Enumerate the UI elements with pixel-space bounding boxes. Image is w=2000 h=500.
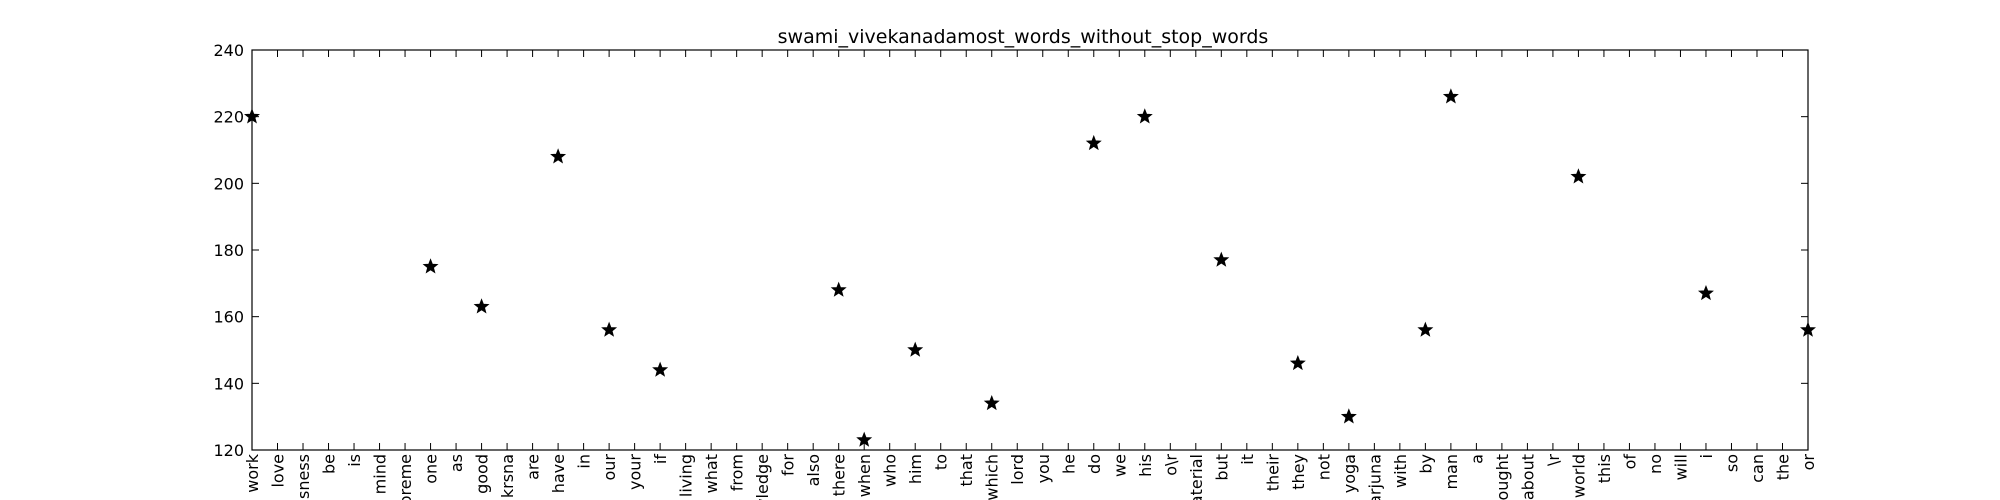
x-tick-label: living — [677, 454, 696, 497]
data-point-star — [1697, 284, 1714, 301]
x-tick-label: love — [269, 454, 288, 488]
data-point-star — [1289, 354, 1306, 371]
x-tick-label: the — [1773, 454, 1792, 480]
y-tick-label: 200 — [213, 174, 244, 193]
x-tick-label: to — [932, 454, 951, 470]
x-tick-label: man — [1442, 454, 1461, 490]
x-tick-label: lord — [1008, 454, 1027, 485]
x-tick-label: what — [702, 454, 721, 493]
x-axis: work love sness be is mind preme one as good krsna… — [243, 50, 1818, 500]
x-tick-label: world — [1569, 454, 1588, 498]
x-tick-label: yoga — [1340, 454, 1359, 493]
y-tick-label: 160 — [213, 308, 244, 327]
x-tick-label: he — [1059, 454, 1078, 474]
x-tick-label: him — [906, 454, 925, 484]
y-axis: 120 140 160 180 200 220 240 — [213, 41, 1808, 460]
x-tick-label: so — [1722, 454, 1741, 472]
x-tick-label: sness — [294, 454, 313, 499]
data-point-star — [473, 298, 490, 314]
data-point-star — [1417, 321, 1434, 337]
x-tick-label: not — [1314, 454, 1333, 480]
x-tick-label: are — [524, 454, 543, 480]
x-tick-label: of — [1620, 454, 1639, 470]
x-tick-label: but — [1212, 454, 1231, 481]
x-tick-label: you — [1034, 454, 1053, 483]
x-tick-label: your — [626, 454, 645, 490]
data-markers — [244, 88, 1816, 447]
x-tick-label: who — [881, 454, 900, 487]
x-tick-label: work — [243, 453, 262, 492]
y-tick-label: 220 — [213, 108, 244, 127]
x-tick-label: i — [1697, 454, 1716, 458]
x-tick-label: from — [728, 454, 747, 491]
data-point-star — [244, 108, 260, 124]
data-point-star — [856, 431, 873, 447]
data-point-star — [550, 148, 567, 164]
data-point-star — [907, 341, 924, 357]
x-tick-label: we — [1110, 454, 1129, 477]
x-tick-label: is — [345, 454, 364, 467]
x-tick-label: in — [575, 454, 594, 469]
x-tick-label: if — [651, 454, 670, 464]
x-tick-label: be — [320, 454, 339, 474]
x-tick-label: \r — [1544, 454, 1563, 466]
x-tick-label: when — [855, 454, 874, 497]
x-tick-label: their — [1263, 454, 1282, 492]
x-tick-label: our — [600, 454, 619, 481]
x-tick-label: also — [804, 454, 823, 486]
data-point-star — [1570, 168, 1587, 184]
data-point-star — [830, 281, 847, 297]
y-tick-label: 180 — [213, 241, 244, 260]
x-tick-label: they — [1289, 454, 1308, 490]
x-tick-label: his — [1136, 454, 1155, 477]
y-tick-label: 120 — [213, 441, 244, 460]
data-point-star — [652, 361, 669, 377]
x-tick-label: ought — [1493, 454, 1512, 500]
x-tick-label: there — [830, 454, 849, 496]
x-tick-label: a — [1467, 454, 1486, 464]
chart-title: swami_vivekanadamost_words_without_stop_… — [778, 26, 1269, 48]
x-tick-label: by — [1416, 454, 1435, 474]
data-point-star — [1340, 408, 1357, 424]
x-tick-label: will — [1671, 454, 1690, 480]
x-tick-label: o\r — [1161, 454, 1180, 476]
x-tick-label: or — [1799, 454, 1818, 471]
x-tick-label: about — [1518, 454, 1537, 500]
x-tick-label: have — [549, 454, 568, 493]
data-point-star — [1800, 321, 1816, 337]
data-point-star — [601, 321, 618, 337]
data-point-star — [1442, 88, 1459, 104]
x-tick-label: no — [1646, 454, 1665, 474]
data-point-star — [1213, 251, 1230, 267]
y-tick-label: 240 — [213, 41, 244, 60]
plot-frame — [251, 49, 1809, 451]
x-tick-label: with — [1391, 454, 1410, 488]
x-tick-label: wledge — [753, 454, 772, 500]
data-point-star — [1136, 108, 1153, 124]
x-tick-label: do — [1085, 454, 1104, 474]
x-tick-label: can — [1748, 454, 1767, 483]
x-tick-label: which — [983, 454, 1002, 500]
x-tick-label: this — [1595, 454, 1614, 483]
x-tick-label: for — [779, 454, 798, 476]
y-tick-label: 140 — [213, 374, 244, 393]
x-tick-label: krsna — [498, 454, 517, 498]
x-tick-label: preme — [396, 454, 415, 500]
x-tick-label: one — [422, 454, 441, 484]
x-tick-label: aterial — [1187, 454, 1206, 500]
x-tick-label: it — [1238, 454, 1257, 465]
x-tick-label: mind — [371, 454, 390, 494]
x-tick-label: arjuna — [1365, 454, 1384, 500]
x-tick-label: as — [447, 454, 466, 472]
x-tick-label: that — [957, 454, 976, 487]
data-point-star — [422, 258, 439, 274]
data-point-star — [1085, 134, 1102, 151]
data-point-star — [983, 394, 1000, 411]
x-tick-label: good — [473, 454, 492, 494]
